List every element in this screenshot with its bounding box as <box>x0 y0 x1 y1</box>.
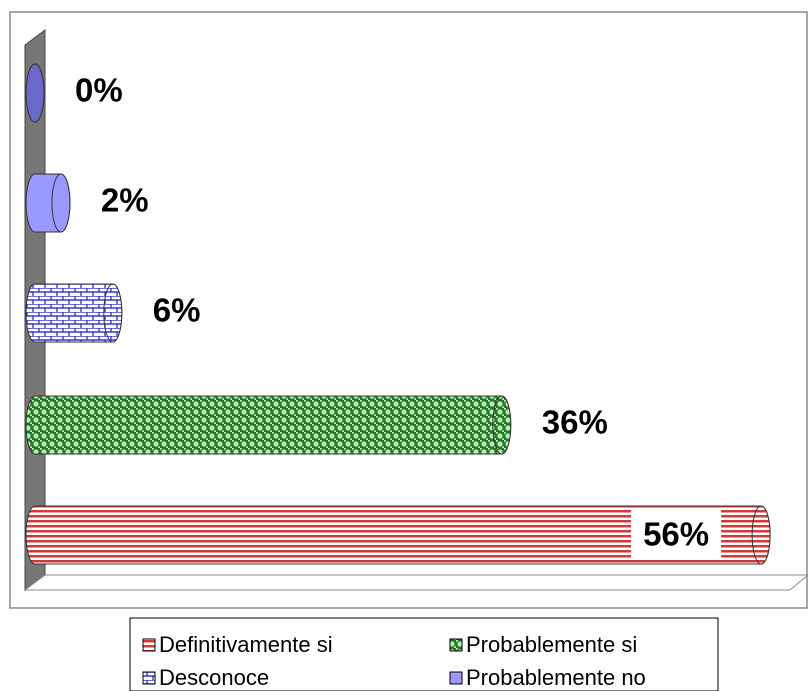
floor <box>23 574 808 591</box>
value-label: 56% <box>643 516 709 553</box>
legend-label: Probablemente si <box>466 632 637 657</box>
legend-swatch <box>449 638 463 652</box>
bar-cap <box>51 173 71 233</box>
value-label: 2% <box>101 182 149 219</box>
legend-label: Definitivamente si <box>159 632 333 657</box>
legend-box <box>129 617 719 691</box>
bar <box>25 395 512 455</box>
legend-label: Probablemente no <box>466 665 646 690</box>
value-label: 6% <box>153 292 201 329</box>
bar-cap <box>25 63 45 123</box>
bar-cap <box>492 395 512 455</box>
value-label: 0% <box>75 72 123 109</box>
bar-cap <box>103 283 123 343</box>
legend-label: Desconoce <box>159 665 269 690</box>
legend-swatch <box>142 638 156 652</box>
legend-swatch <box>449 671 463 685</box>
value-label: 36% <box>542 404 608 441</box>
value-label-bg <box>631 510 722 560</box>
bar-cap <box>751 505 771 565</box>
legend-swatch <box>142 671 156 685</box>
